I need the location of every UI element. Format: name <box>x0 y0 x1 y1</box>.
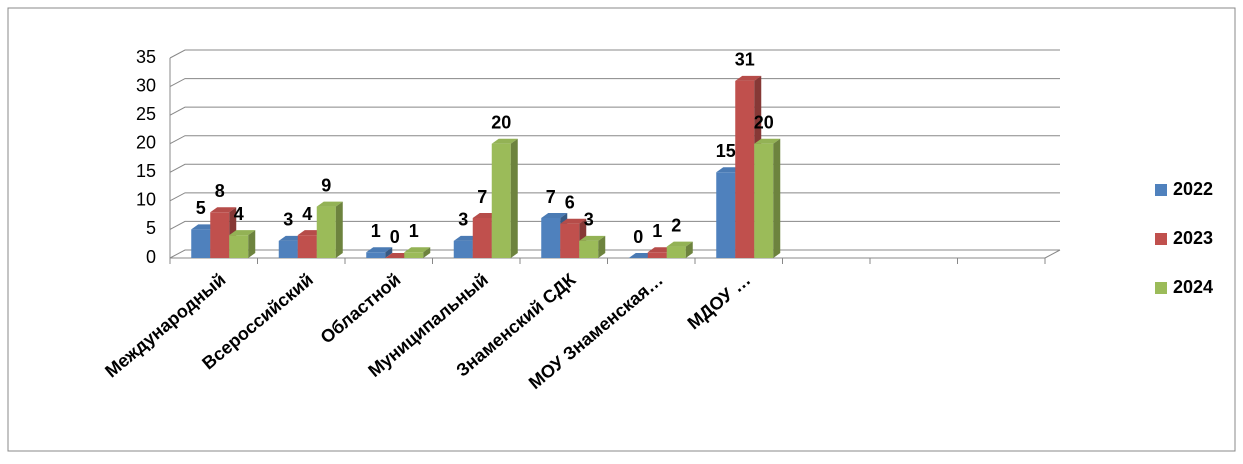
bar-top <box>666 241 693 247</box>
value-label: 31 <box>735 50 755 70</box>
bar-top <box>735 75 762 81</box>
value-label: 3 <box>458 210 468 230</box>
bar <box>366 252 386 258</box>
value-label: 7 <box>477 187 487 207</box>
bar-side <box>335 201 343 258</box>
value-label: 6 <box>565 192 575 212</box>
bar-top <box>491 138 518 144</box>
bar <box>404 252 424 258</box>
bar-side <box>385 247 393 258</box>
legend-swatch <box>1155 233 1167 245</box>
bar <box>316 206 336 258</box>
bar-top <box>366 247 393 253</box>
bar <box>754 143 774 258</box>
bar <box>647 252 667 258</box>
value-label: 3 <box>283 210 293 230</box>
value-label: 7 <box>546 187 556 207</box>
value-label: 20 <box>491 112 511 132</box>
y-tick-label: 10 <box>136 190 156 210</box>
value-label: 0 <box>390 227 400 247</box>
grid-line <box>169 78 1060 88</box>
bar-top <box>316 201 343 207</box>
bar <box>579 240 599 258</box>
value-label: 5 <box>196 198 206 218</box>
grid-line <box>169 135 1060 145</box>
value-label: 1 <box>409 221 419 241</box>
bar <box>472 218 492 258</box>
bar-side <box>685 241 693 258</box>
bar <box>541 218 561 258</box>
value-label: 3 <box>584 210 594 230</box>
value-label: 2 <box>671 215 681 235</box>
bar <box>210 212 230 258</box>
bar-top <box>754 138 781 144</box>
legend-swatch <box>1155 282 1167 294</box>
bar-side <box>248 230 256 258</box>
bar <box>278 240 298 258</box>
value-label: 1 <box>371 221 381 241</box>
value-label: 0 <box>633 227 643 247</box>
y-tick-label: 5 <box>146 218 156 238</box>
grid-line <box>169 106 1060 116</box>
value-label: 4 <box>302 204 312 224</box>
bar <box>560 223 580 258</box>
bar-top <box>210 207 237 213</box>
bar <box>491 143 511 258</box>
y-tick-label: 25 <box>136 104 156 124</box>
grid-line <box>169 49 1060 59</box>
bar-top <box>404 247 431 253</box>
value-label: 20 <box>754 112 774 132</box>
value-label: 1 <box>652 221 662 241</box>
legend-label: 2022 <box>1173 179 1213 199</box>
bar-top <box>560 218 587 224</box>
legend-label: 2023 <box>1173 228 1213 248</box>
bar <box>297 235 317 258</box>
bar-top <box>579 235 606 241</box>
value-label: 8 <box>215 181 225 201</box>
bar <box>735 80 755 258</box>
bar-side <box>423 247 431 258</box>
bar <box>716 172 736 258</box>
value-label: 9 <box>321 175 331 195</box>
y-tick-label: 0 <box>146 247 156 267</box>
bar-top <box>229 230 256 236</box>
y-tick-label: 30 <box>136 75 156 95</box>
bar-top <box>541 213 568 218</box>
y-tick-label: 35 <box>136 47 156 67</box>
x-axis-depth <box>1044 249 1061 259</box>
value-label: 4 <box>234 204 244 224</box>
legend-label: 2024 <box>1173 277 1213 297</box>
legend-swatch <box>1155 184 1167 196</box>
bar <box>453 240 473 258</box>
y-tick-label: 15 <box>136 161 156 181</box>
bar <box>229 235 249 258</box>
bar-side <box>510 138 518 258</box>
bar <box>191 229 211 258</box>
bar-side <box>598 235 606 258</box>
bar <box>666 246 686 258</box>
y-tick-label: 20 <box>136 132 156 152</box>
value-label: 15 <box>716 141 736 161</box>
bar-side <box>773 138 781 258</box>
